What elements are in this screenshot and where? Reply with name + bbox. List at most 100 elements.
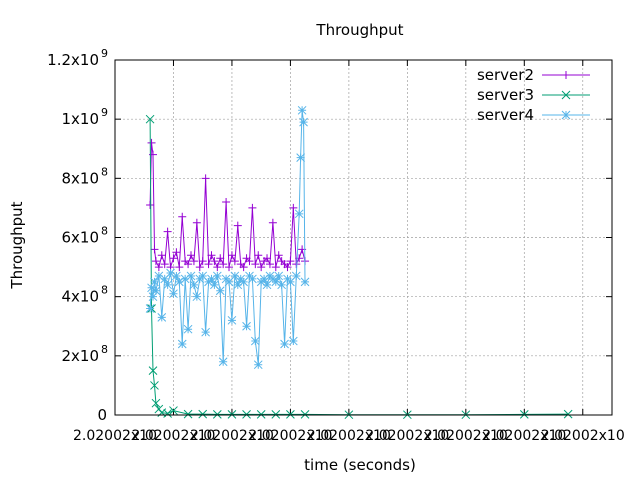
y-tick-exponent: 8 bbox=[101, 284, 108, 297]
series-server4 bbox=[145, 105, 310, 370]
series-point bbox=[299, 117, 308, 127]
series-point bbox=[154, 263, 163, 272]
x-tick-label: 2.02002x10 bbox=[307, 428, 391, 444]
series-point bbox=[169, 289, 178, 299]
series-point bbox=[175, 263, 184, 272]
series-point bbox=[286, 410, 295, 419]
series-point bbox=[163, 409, 172, 418]
x-tick-label: 2.02002x10 bbox=[73, 428, 157, 444]
x-tick-label: 2.02002x10 bbox=[131, 428, 215, 444]
series-point bbox=[218, 357, 228, 367]
series-point bbox=[300, 410, 310, 419]
series-point bbox=[219, 260, 228, 269]
series-point bbox=[215, 286, 225, 296]
series-point bbox=[145, 114, 155, 124]
series-point bbox=[192, 292, 202, 302]
series-point bbox=[198, 409, 208, 419]
chart-title: Throughput bbox=[315, 21, 403, 39]
series-point bbox=[151, 398, 161, 408]
series-point bbox=[288, 336, 298, 346]
series-point bbox=[147, 283, 156, 293]
series-point bbox=[286, 257, 295, 266]
series-point bbox=[157, 313, 167, 322]
series-point bbox=[286, 277, 295, 287]
series-group bbox=[145, 105, 573, 420]
series-point bbox=[198, 271, 208, 281]
series-point bbox=[172, 271, 181, 281]
series-point bbox=[291, 271, 301, 281]
series-point bbox=[296, 153, 305, 162]
series-point bbox=[212, 410, 222, 419]
series-point bbox=[253, 360, 263, 370]
series-point bbox=[216, 254, 225, 263]
series-point bbox=[227, 410, 237, 419]
series-point bbox=[300, 277, 310, 287]
series-point bbox=[166, 268, 175, 278]
series-point bbox=[233, 280, 243, 290]
series-point bbox=[187, 251, 196, 260]
series-point bbox=[225, 263, 234, 272]
series-point bbox=[265, 260, 274, 269]
series-point bbox=[248, 274, 257, 284]
series-point bbox=[198, 257, 207, 266]
x-tick-label: 2.02002x10 bbox=[190, 428, 274, 444]
series-point bbox=[212, 271, 222, 281]
y-tick-label: 6x10 bbox=[61, 229, 99, 247]
series-point bbox=[147, 138, 156, 147]
series-point bbox=[271, 263, 280, 272]
series-line bbox=[149, 119, 569, 416]
series-point bbox=[163, 227, 172, 236]
series-point bbox=[210, 280, 219, 290]
series-point bbox=[263, 254, 272, 263]
series-point bbox=[160, 260, 169, 269]
series-point bbox=[207, 274, 216, 284]
series-point bbox=[274, 271, 284, 281]
series-point bbox=[227, 251, 236, 260]
series-point bbox=[561, 90, 571, 100]
series-point bbox=[160, 274, 170, 284]
y-tick-label: 2x10 bbox=[61, 347, 99, 365]
series-point bbox=[248, 203, 257, 212]
series-point bbox=[297, 105, 307, 115]
series-point bbox=[178, 212, 187, 221]
series-point bbox=[150, 245, 159, 254]
series-point bbox=[186, 271, 196, 281]
x-tick-label: 2.02002x10 bbox=[365, 428, 449, 444]
series-point bbox=[174, 277, 184, 287]
x-tick-label: 2.02002x10 bbox=[248, 428, 332, 444]
series-point bbox=[151, 257, 160, 266]
series-point bbox=[169, 406, 178, 415]
series-point bbox=[280, 339, 289, 349]
series-point bbox=[233, 221, 242, 230]
series-point bbox=[183, 409, 193, 419]
series-server2 bbox=[146, 138, 310, 272]
y-tick-exponent: 9 bbox=[101, 106, 108, 119]
series-point bbox=[242, 321, 251, 331]
series-point bbox=[283, 263, 292, 272]
series-point bbox=[150, 381, 159, 390]
series-point bbox=[180, 274, 190, 284]
series-point bbox=[254, 251, 263, 260]
x-tick-label: 2.02002x10 bbox=[541, 428, 625, 444]
y-tick-label: 4x10 bbox=[61, 288, 99, 306]
series-point bbox=[189, 280, 199, 290]
series-point bbox=[163, 280, 172, 290]
series-point bbox=[268, 218, 277, 227]
y-tick-label: 8x10 bbox=[61, 169, 99, 187]
legend-label: server2 bbox=[477, 66, 534, 84]
y-tick-label: 1.2x10 bbox=[47, 51, 99, 69]
series-point bbox=[274, 251, 283, 260]
x-tick-label: 2.02002x10 bbox=[424, 428, 508, 444]
x-axis-label: time (seconds) bbox=[304, 456, 416, 474]
series-point bbox=[257, 263, 266, 272]
series-point bbox=[561, 110, 571, 120]
series-point bbox=[259, 274, 269, 284]
series-point bbox=[271, 277, 281, 287]
series-point bbox=[277, 280, 286, 290]
legend-label: server4 bbox=[477, 106, 534, 124]
series-point bbox=[563, 409, 573, 419]
series-point bbox=[271, 410, 281, 419]
series-point bbox=[201, 174, 210, 183]
